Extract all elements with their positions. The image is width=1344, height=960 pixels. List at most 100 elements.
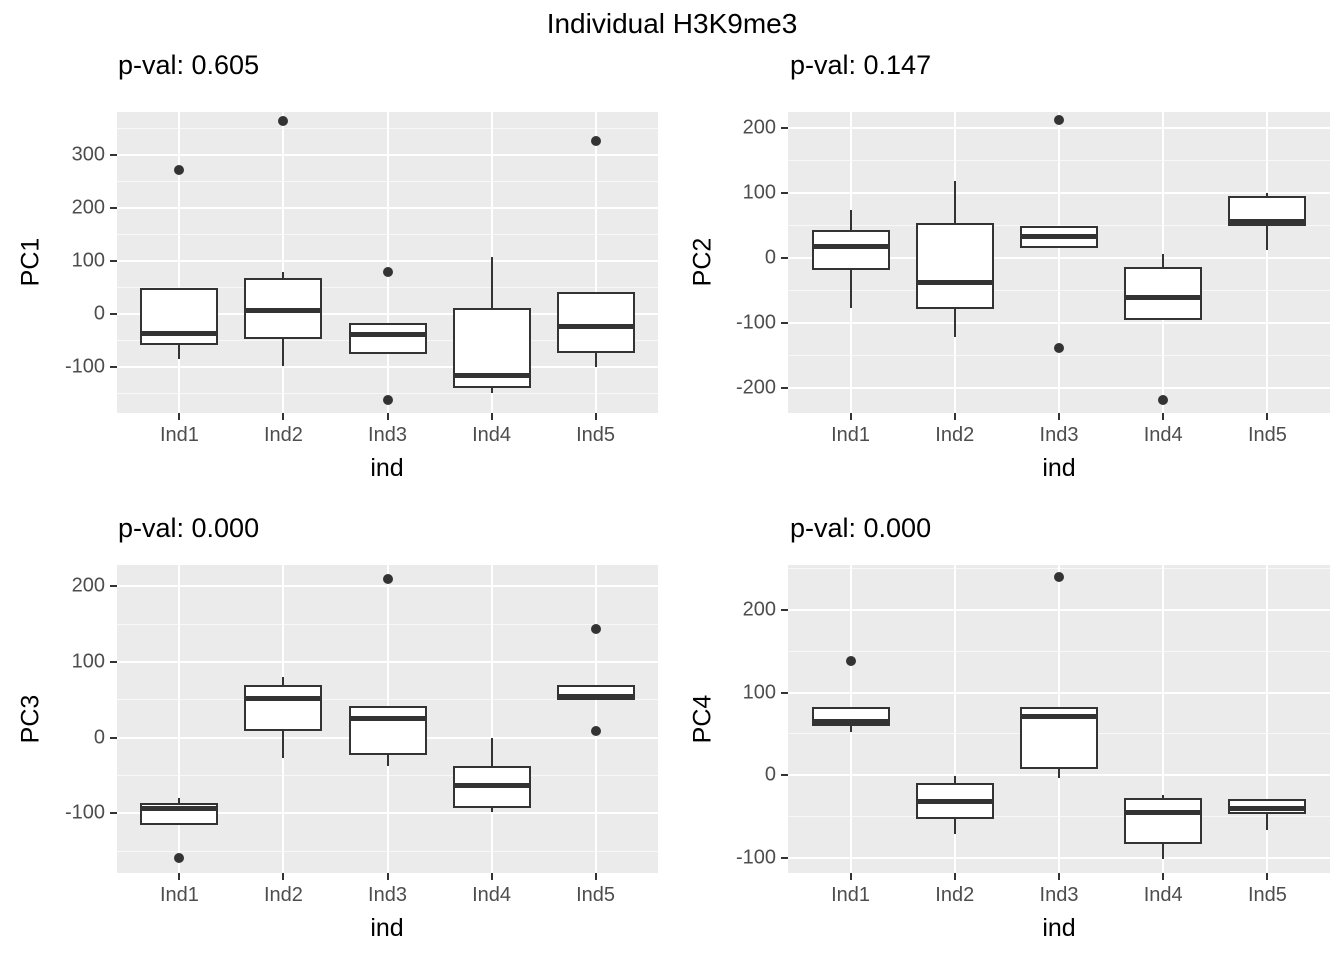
x-tick-mark xyxy=(849,413,852,420)
pval-label-pc3: p-val: 0.000 xyxy=(118,513,260,543)
outlier-point xyxy=(1054,572,1064,583)
x-axis-title-pc3: ind xyxy=(370,914,404,942)
y-tick-mark xyxy=(110,207,117,210)
whisker-lower xyxy=(1266,814,1269,830)
whisker-lower xyxy=(1162,844,1165,859)
boxplot-median xyxy=(246,696,321,702)
gridline-vertical xyxy=(953,565,956,873)
outlier-point xyxy=(382,266,393,277)
boxplot-median xyxy=(350,716,425,722)
whisker-lower xyxy=(282,731,285,758)
boxplot-median xyxy=(1230,805,1305,811)
x-tick-label: Ind4 xyxy=(1143,884,1183,906)
boxplot-box xyxy=(556,291,635,353)
x-tick-label: Ind3 xyxy=(368,884,407,906)
x-tick-label: Ind4 xyxy=(472,424,511,446)
outlier-point xyxy=(590,136,601,147)
boxplot-box xyxy=(915,223,994,309)
boxplot-median xyxy=(1230,219,1305,225)
whisker-lower xyxy=(386,754,389,767)
whisker-upper xyxy=(490,257,493,308)
whisker-lower xyxy=(849,726,852,733)
gridline-vertical xyxy=(1058,112,1060,413)
whisker-lower xyxy=(1058,768,1060,778)
outlier-point xyxy=(174,852,185,863)
y-tick-mark xyxy=(110,812,117,815)
whisker-lower xyxy=(849,269,852,308)
boxplot-median xyxy=(142,331,217,337)
y-tick-mark xyxy=(781,774,788,777)
boxplot-median xyxy=(813,718,888,724)
y-tick-mark xyxy=(110,260,117,263)
x-tick-mark xyxy=(849,873,852,880)
boxplot-box xyxy=(140,288,219,345)
x-tick-mark xyxy=(594,413,597,420)
outlier-point xyxy=(382,394,393,405)
y-tick-label: -100 xyxy=(735,846,776,869)
boxplot-box xyxy=(348,705,427,755)
y-tick-label: 200 xyxy=(71,574,105,597)
outlier-point xyxy=(1054,342,1064,353)
whisker-lower xyxy=(178,344,181,360)
boxplot-median xyxy=(454,373,529,379)
x-tick-label: Ind3 xyxy=(1039,424,1079,446)
y-tick-mark xyxy=(781,192,788,195)
y-tick-label: 300 xyxy=(71,143,105,166)
x-tick-mark xyxy=(386,413,389,420)
x-tick-label: Ind5 xyxy=(576,424,616,446)
boxplot-box xyxy=(244,684,323,732)
gridline-vertical xyxy=(1266,112,1269,413)
x-axis-title-pc2: ind xyxy=(1042,454,1076,482)
whisker-upper xyxy=(849,210,852,230)
whisker-lower xyxy=(282,338,285,366)
y-tick-mark xyxy=(110,365,117,368)
boxplot-median xyxy=(1126,810,1201,816)
y-tick-label: 200 xyxy=(71,196,105,219)
y-tick-label: 200 xyxy=(742,598,776,621)
boxplot-median xyxy=(558,324,633,330)
gridline-vertical xyxy=(1266,565,1269,873)
gridline-vertical xyxy=(490,565,493,873)
plot-panel-pc1 xyxy=(117,112,658,413)
boxplot-median xyxy=(246,308,321,314)
boxplot-median xyxy=(558,694,633,700)
whisker-upper xyxy=(490,737,493,767)
y-tick-mark xyxy=(110,736,117,739)
x-tick-mark xyxy=(1266,413,1269,420)
x-tick-label: Ind5 xyxy=(1247,884,1287,906)
x-tick-label: Ind5 xyxy=(576,884,616,906)
x-tick-mark xyxy=(490,873,493,880)
x-tick-label: Ind1 xyxy=(159,424,199,446)
x-tick-mark xyxy=(953,873,956,880)
y-tick-mark xyxy=(110,585,117,588)
whisker-upper xyxy=(282,271,285,279)
x-tick-mark xyxy=(1162,873,1165,880)
y-tick-mark xyxy=(781,257,788,260)
boxplot-median xyxy=(350,331,425,337)
boxplot-median xyxy=(1022,714,1096,720)
y-tick-label: 200 xyxy=(742,116,776,139)
boxplot-box xyxy=(348,323,427,354)
outlier-point xyxy=(845,656,856,667)
gridline-vertical xyxy=(386,112,389,413)
plot-panel-pc4 xyxy=(788,565,1330,873)
x-tick-mark xyxy=(386,873,389,880)
whisker-upper xyxy=(178,798,181,803)
x-tick-mark xyxy=(1058,413,1060,420)
x-tick-mark xyxy=(1058,873,1060,880)
y-tick-mark xyxy=(781,322,788,325)
pval-label-pc2: p-val: 0.147 xyxy=(790,50,932,80)
y-tick-label: 0 xyxy=(93,726,105,749)
outlier-point xyxy=(174,165,185,176)
x-tick-mark xyxy=(594,873,597,880)
x-tick-label: Ind2 xyxy=(263,424,303,446)
whisker-lower xyxy=(490,807,493,813)
gridline-vertical xyxy=(594,112,597,413)
whisker-upper xyxy=(1162,795,1165,798)
y-tick-label: 100 xyxy=(742,681,776,703)
boxplot-median xyxy=(454,782,529,788)
x-axis-title-pc1: ind xyxy=(370,454,404,482)
x-tick-mark xyxy=(1162,413,1165,420)
y-tick-label: 100 xyxy=(742,181,776,204)
y-tick-mark xyxy=(110,313,117,316)
